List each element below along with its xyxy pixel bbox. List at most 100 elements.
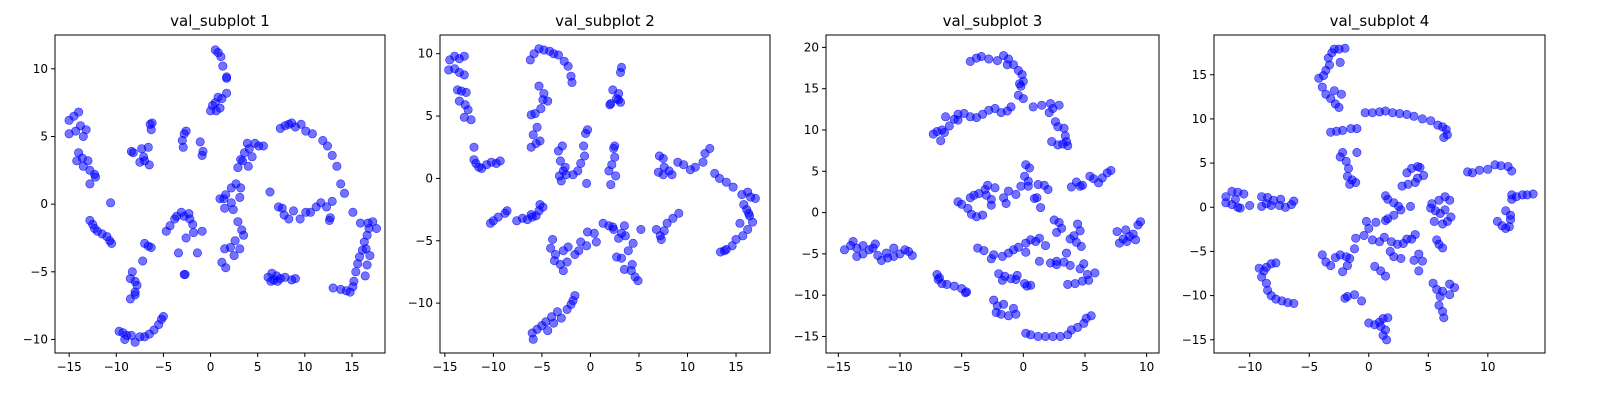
data-point	[1266, 201, 1276, 211]
data-point	[195, 137, 205, 147]
data-point	[272, 271, 282, 281]
data-point	[1034, 233, 1044, 243]
data-point	[1427, 199, 1437, 209]
y-tick-label: 5	[1199, 156, 1207, 170]
data-point	[181, 126, 191, 136]
y-tick-label: −15	[1182, 333, 1207, 347]
data-point	[1011, 274, 1021, 284]
data-point	[534, 81, 544, 91]
data-point	[997, 275, 1007, 285]
data-point	[690, 162, 700, 172]
data-point	[989, 250, 999, 260]
y-tick-label: −10	[794, 288, 819, 302]
data-point	[1079, 259, 1089, 269]
data-point	[1438, 219, 1448, 229]
axes-frame	[439, 34, 771, 354]
data-point	[222, 73, 232, 83]
data-point	[290, 274, 300, 284]
data-point	[719, 246, 729, 256]
data-point	[543, 96, 553, 106]
data-point	[236, 183, 246, 193]
data-point	[466, 115, 476, 125]
data-point	[1450, 283, 1460, 293]
data-point	[536, 104, 546, 114]
data-point	[1432, 235, 1442, 245]
data-point	[106, 198, 116, 208]
data-point	[1344, 163, 1354, 173]
subplot-2: val_subplot 2 −15 −10 −5 0 5 10 15 −10 −5 0 5 10	[408, 12, 771, 374]
data-point	[615, 97, 625, 107]
data-point	[233, 163, 243, 173]
y-tick-label: −5	[415, 234, 433, 248]
x-tick-label: 5	[1081, 360, 1089, 374]
x-tick-label: 10	[297, 360, 312, 374]
x-tick-label: 0	[587, 360, 595, 374]
data-point	[1018, 94, 1028, 104]
data-point	[1235, 203, 1245, 213]
data-point	[868, 243, 878, 253]
data-point	[936, 136, 946, 146]
data-point	[1289, 196, 1299, 206]
data-point	[1475, 165, 1485, 175]
data-point	[321, 202, 331, 212]
data-point	[1063, 279, 1073, 289]
data-point	[305, 207, 315, 217]
data-point	[549, 318, 559, 328]
data-point	[459, 51, 469, 61]
data-point	[459, 70, 469, 80]
data-point	[1086, 311, 1096, 321]
data-point	[1052, 227, 1062, 237]
data-point	[78, 132, 88, 142]
data-point	[1351, 233, 1361, 243]
data-point	[1352, 148, 1362, 158]
data-point	[244, 144, 254, 154]
data-point	[1121, 225, 1131, 235]
x-tick-label: −10	[1237, 360, 1262, 374]
subplot-title: val_subplot 3	[943, 12, 1043, 31]
data-point	[1439, 313, 1449, 323]
data-point	[606, 180, 616, 190]
data-point	[1065, 260, 1075, 270]
data-point	[1382, 335, 1392, 345]
data-point	[1271, 258, 1281, 268]
data-point	[567, 77, 577, 87]
data-point	[1075, 181, 1085, 191]
data-point	[1385, 246, 1395, 256]
data-point	[1379, 232, 1389, 242]
data-point	[235, 192, 245, 202]
data-point	[158, 311, 168, 321]
x-tick-label: −5	[953, 360, 971, 374]
data-point	[233, 217, 243, 227]
y-tick-label: 20	[804, 40, 819, 54]
data-point	[939, 128, 949, 138]
x-tick-label: 15	[728, 360, 743, 374]
data-point	[324, 215, 334, 225]
subplot-1: val_subplot 1 −15 −10 −5 0 5 10 15 −10 −5 0 5 10	[23, 12, 386, 374]
data-point	[1026, 330, 1036, 340]
data-point	[705, 144, 715, 154]
data-point	[1528, 189, 1538, 199]
subplot-3: val_subplot 3 −15 −10 −5 0 5 10 −15 −10 −5 0 5 10 1…	[794, 12, 1160, 374]
data-point	[1415, 163, 1425, 173]
x-tick-label: −10	[887, 360, 912, 374]
data-point	[174, 248, 184, 258]
scatter-points	[64, 45, 381, 347]
data-point	[941, 112, 951, 122]
data-point	[579, 141, 589, 151]
x-tick-label: −5	[533, 360, 551, 374]
y-tick-label: 0	[425, 171, 433, 185]
data-point	[1429, 216, 1439, 226]
data-point	[1361, 216, 1371, 226]
y-axis: −15 −10 −5 0 5 10 15	[1182, 68, 1214, 347]
data-point	[591, 237, 601, 247]
data-point	[126, 330, 136, 340]
data-point	[258, 141, 268, 151]
data-point	[1438, 286, 1448, 296]
data-point	[1406, 201, 1416, 211]
y-tick-label: 0	[40, 197, 48, 211]
data-point	[714, 173, 724, 183]
data-point	[1342, 261, 1352, 271]
y-tick-label: −5	[801, 247, 819, 261]
data-point	[582, 125, 592, 135]
